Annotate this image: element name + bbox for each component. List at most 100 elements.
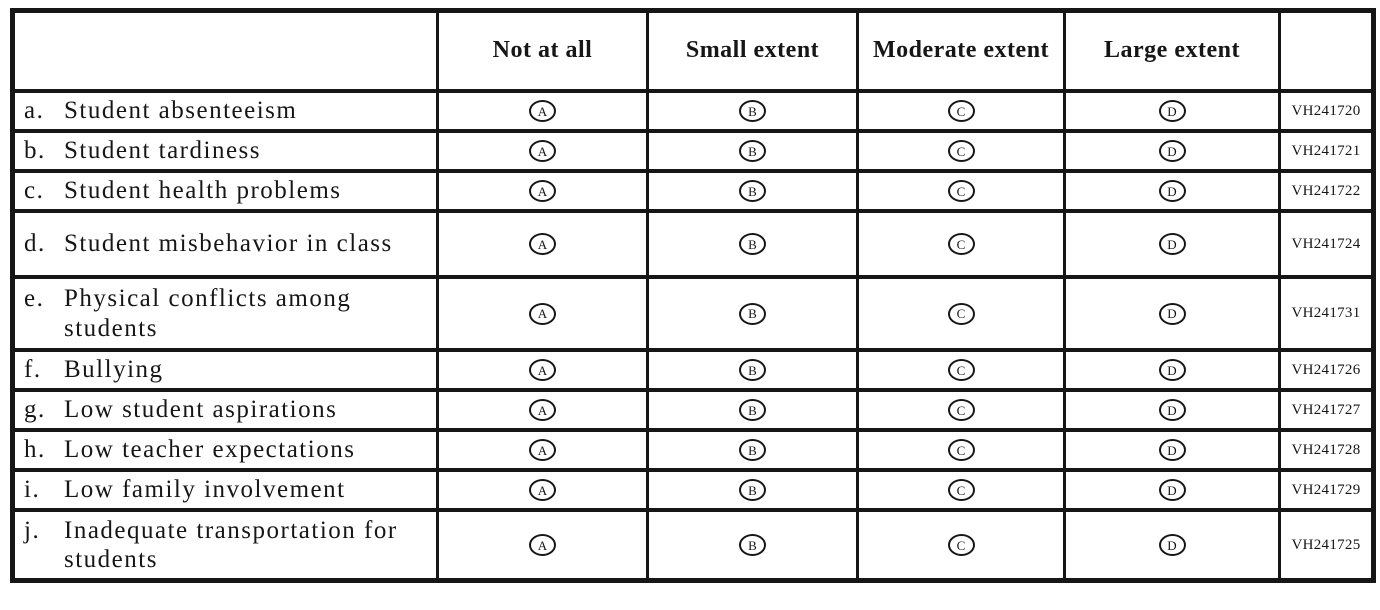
option-bubble-a[interactable]: A bbox=[529, 140, 556, 162]
option-cell-small-extent: B bbox=[646, 468, 859, 512]
option-cell-moderate-extent: C bbox=[856, 89, 1066, 133]
option-bubble-d[interactable]: D bbox=[1158, 180, 1186, 202]
row-text: Student misbehavior in class bbox=[64, 230, 393, 258]
option-cell-large-extent: D bbox=[1063, 129, 1281, 173]
option-bubble-b[interactable]: B bbox=[739, 100, 766, 122]
option-cell-not-at-all: A bbox=[436, 129, 649, 173]
option-bubble-b[interactable]: B bbox=[739, 140, 766, 162]
row-text: Low teacher expectations bbox=[64, 436, 356, 464]
row-letter: g. bbox=[24, 396, 46, 424]
option-cell-large-extent: D bbox=[1063, 428, 1281, 472]
option-cell-large-extent: D bbox=[1063, 348, 1281, 392]
option-bubble-b[interactable]: B bbox=[739, 534, 766, 556]
option-bubble-a[interactable]: A bbox=[529, 439, 556, 461]
option-bubble-d[interactable]: D bbox=[1158, 359, 1186, 381]
table-body: a. Student absenteeism A B C D VH241720 … bbox=[11, 89, 1375, 583]
option-bubble-d[interactable]: D bbox=[1158, 100, 1186, 122]
option-bubble-d[interactable]: D bbox=[1158, 399, 1186, 421]
option-cell-not-at-all: A bbox=[436, 209, 649, 279]
option-bubble-a[interactable]: A bbox=[529, 534, 556, 556]
option-cell-moderate-extent: C bbox=[856, 428, 1066, 472]
option-cell-not-at-all: A bbox=[436, 388, 649, 432]
row-letter: b. bbox=[24, 137, 46, 165]
table-row: f. Bullying A B C D VH241726 bbox=[11, 348, 1375, 392]
option-cell-moderate-extent: C bbox=[856, 508, 1066, 583]
row-code: VH241721 bbox=[1278, 129, 1375, 173]
option-bubble-d[interactable]: D bbox=[1158, 439, 1186, 461]
option-bubble-d[interactable]: D bbox=[1158, 479, 1186, 501]
row-label-cell: d. Student misbehavior in class bbox=[11, 209, 439, 279]
row-label-cell: a. Student absenteeism bbox=[11, 89, 439, 133]
option-bubble-b[interactable]: B bbox=[739, 479, 766, 501]
option-bubble-a[interactable]: A bbox=[529, 180, 556, 202]
option-cell-large-extent: D bbox=[1063, 275, 1281, 352]
row-code: VH241724 bbox=[1278, 209, 1375, 279]
option-bubble-a[interactable]: A bbox=[529, 479, 556, 501]
option-cell-not-at-all: A bbox=[436, 508, 649, 583]
option-bubble-b[interactable]: B bbox=[739, 359, 766, 381]
option-bubble-d[interactable]: D bbox=[1158, 233, 1186, 255]
option-cell-moderate-extent: C bbox=[856, 275, 1066, 352]
option-cell-large-extent: D bbox=[1063, 89, 1281, 133]
header-not-at-all: Not at all bbox=[436, 8, 649, 93]
option-cell-not-at-all: A bbox=[436, 428, 649, 472]
row-text: Low student aspirations bbox=[64, 396, 338, 424]
option-bubble-c[interactable]: C bbox=[947, 359, 975, 381]
option-bubble-c[interactable]: C bbox=[947, 479, 975, 501]
option-bubble-a[interactable]: A bbox=[529, 302, 556, 325]
option-cell-small-extent: B bbox=[646, 89, 859, 133]
option-cell-small-extent: B bbox=[646, 428, 859, 472]
header-row: Not at all Small extent Moderate extent … bbox=[11, 8, 1375, 93]
option-bubble-b[interactable]: B bbox=[739, 302, 766, 325]
row-code: VH241727 bbox=[1278, 388, 1375, 432]
row-code: VH241726 bbox=[1278, 348, 1375, 392]
option-bubble-a[interactable]: A bbox=[529, 233, 556, 255]
option-bubble-b[interactable]: B bbox=[739, 439, 766, 461]
row-code: VH241728 bbox=[1278, 428, 1375, 472]
option-bubble-c[interactable]: C bbox=[947, 439, 975, 461]
row-letter: i. bbox=[24, 476, 41, 504]
table-row: g. Low student aspirations A B C D VH241… bbox=[11, 388, 1375, 432]
row-code: VH241729 bbox=[1278, 468, 1375, 512]
option-cell-moderate-extent: C bbox=[856, 468, 1066, 512]
option-bubble-d[interactable]: D bbox=[1158, 302, 1186, 325]
option-bubble-d[interactable]: D bbox=[1158, 140, 1186, 162]
option-bubble-a[interactable]: A bbox=[529, 399, 556, 421]
option-cell-moderate-extent: C bbox=[856, 348, 1066, 392]
option-cell-moderate-extent: C bbox=[856, 209, 1066, 279]
table-row: a. Student absenteeism A B C D VH241720 bbox=[11, 89, 1375, 133]
table-row: h. Low teacher expectations A B C D VH24… bbox=[11, 428, 1375, 472]
row-code: VH241722 bbox=[1278, 169, 1375, 213]
option-cell-small-extent: B bbox=[646, 388, 859, 432]
option-bubble-c[interactable]: C bbox=[947, 100, 975, 122]
option-bubble-a[interactable]: A bbox=[529, 100, 556, 122]
row-label-cell: c. Student health problems bbox=[11, 169, 439, 213]
option-bubble-a[interactable]: A bbox=[529, 359, 556, 381]
option-bubble-c[interactable]: C bbox=[947, 140, 975, 162]
row-label-cell: h. Low teacher expectations bbox=[11, 428, 439, 472]
row-letter: a. bbox=[24, 97, 45, 125]
option-bubble-d[interactable]: D bbox=[1158, 534, 1186, 556]
option-cell-large-extent: D bbox=[1063, 209, 1281, 279]
option-cell-large-extent: D bbox=[1063, 169, 1281, 213]
table-header: Not at all Small extent Moderate extent … bbox=[11, 8, 1375, 93]
option-bubble-c[interactable]: C bbox=[947, 302, 975, 325]
option-bubble-b[interactable]: B bbox=[739, 180, 766, 202]
option-bubble-b[interactable]: B bbox=[739, 399, 766, 421]
option-cell-large-extent: D bbox=[1063, 508, 1281, 583]
option-bubble-b[interactable]: B bbox=[739, 233, 766, 255]
row-text: Student absenteeism bbox=[64, 97, 298, 125]
table-row: i. Low family involvement A B C D VH2417… bbox=[11, 468, 1375, 512]
row-label-cell: i. Low family involvement bbox=[11, 468, 439, 512]
table-row: j. Inadequate transportation for student… bbox=[11, 508, 1375, 583]
option-bubble-c[interactable]: C bbox=[947, 180, 975, 202]
header-moderate-extent: Moderate extent bbox=[856, 8, 1066, 93]
row-text: Low family involvement bbox=[64, 476, 346, 504]
row-label-cell: e. Physical conflicts among students bbox=[11, 275, 439, 352]
option-bubble-c[interactable]: C bbox=[947, 534, 975, 556]
header-code-cell bbox=[1278, 8, 1375, 93]
row-label-cell: f. Bullying bbox=[11, 348, 439, 392]
option-bubble-c[interactable]: C bbox=[947, 399, 975, 421]
option-bubble-c[interactable]: C bbox=[947, 233, 975, 255]
